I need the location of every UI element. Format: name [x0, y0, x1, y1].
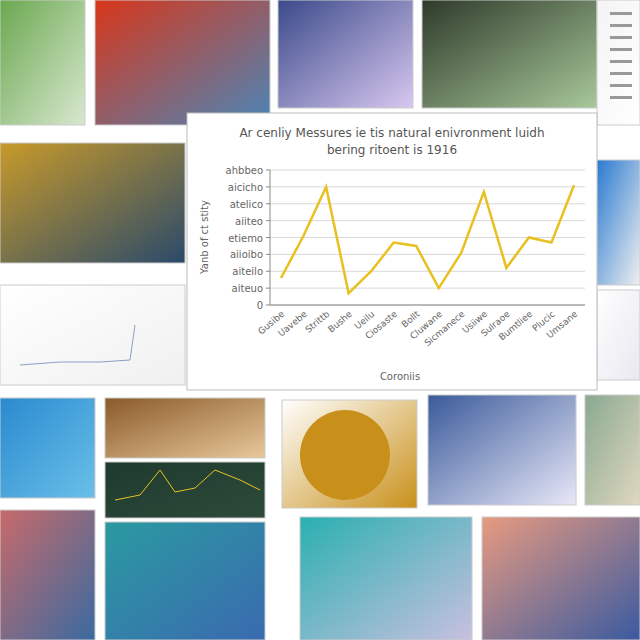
- x-tick-label: Strittb: [303, 309, 331, 335]
- tick-mark: [266, 220, 270, 221]
- mini-chart-line: [115, 470, 260, 500]
- tick-mark: [266, 203, 270, 204]
- chart-panel: [187, 113, 597, 390]
- photo-tile: [428, 395, 576, 505]
- y-tick-label: aicicho: [228, 182, 263, 193]
- tick-mark: [266, 237, 270, 238]
- x-tick-label: Bumtliee: [497, 309, 535, 343]
- photo-tile: [105, 462, 265, 518]
- tick-mark: [266, 254, 270, 255]
- data-line: [281, 185, 574, 293]
- tick-mark: [266, 288, 270, 289]
- photo-tile: [0, 0, 85, 125]
- grid-line: [270, 237, 585, 238]
- photo-tile: [482, 517, 640, 640]
- grid-line: [270, 170, 585, 171]
- chart-subtitle: bering ritoent is 1916: [327, 143, 457, 157]
- x-axis-title: Coroniis: [380, 371, 420, 382]
- y-tick-label: 0: [257, 300, 263, 311]
- y-tick-label: aiiteo: [235, 216, 263, 227]
- text-scribble: [610, 96, 632, 99]
- x-tick-label: Umsane: [545, 309, 580, 341]
- photo-tile: [0, 510, 95, 640]
- plot-area: [281, 185, 574, 293]
- chart-title: Ar cenliy Messures ie tis natural enivro…: [239, 126, 544, 140]
- y-tick-label: ahbbeo: [226, 165, 263, 176]
- photo-tile: [282, 400, 417, 508]
- text-scribble: [610, 72, 632, 75]
- grid-line: [270, 305, 585, 306]
- grid-line: [270, 288, 585, 289]
- photo-tile: [278, 0, 413, 108]
- tick-mark: [266, 186, 270, 187]
- x-axis-line: [270, 305, 585, 306]
- photo-tile: [597, 290, 640, 380]
- y-axis-line: [270, 170, 271, 305]
- y-tick-label: atelico: [230, 199, 263, 210]
- page: Ar cenliy Messures ie tis natural enivro…: [0, 0, 640, 640]
- photo-tile: [585, 395, 640, 505]
- x-tick-label: Ciosaste: [363, 309, 399, 342]
- text-scribble: [610, 84, 632, 87]
- y-tick-label: etiemo: [228, 233, 263, 244]
- text-scribble: [610, 24, 632, 27]
- text-scribble: [610, 60, 632, 63]
- y-axis-title: Yanb of ct stity: [199, 200, 210, 275]
- text-scribble: [610, 12, 632, 15]
- x-tick-label: Uavebe: [276, 309, 309, 339]
- photo-tile: [95, 0, 270, 125]
- tick-mark: [266, 305, 270, 306]
- photo-tile: [422, 0, 597, 108]
- x-tick-label: Bushe: [326, 309, 354, 335]
- y-tick-label: aiioibo: [230, 249, 263, 260]
- grid-line: [270, 220, 585, 221]
- text-scribble: [610, 48, 632, 51]
- canvas: Ar cenliy Messures ie tis natural enivro…: [0, 0, 640, 640]
- photo-tile: [105, 522, 265, 640]
- photo-tile: [0, 143, 185, 263]
- photo-tile: [300, 517, 472, 640]
- photo-shape: [300, 410, 390, 500]
- grid-line: [270, 254, 585, 255]
- y-tick-label: aiteilo: [232, 266, 263, 277]
- grid-line: [270, 271, 585, 272]
- grid-line: [270, 186, 585, 187]
- mini-chart-line: [20, 325, 135, 365]
- photo-tile: [0, 285, 185, 385]
- photo-tile: [0, 398, 95, 498]
- tick-mark: [266, 271, 270, 272]
- y-tick-label: aiteuo: [232, 283, 263, 294]
- photo-tile: [105, 398, 265, 458]
- text-scribble: [610, 36, 632, 39]
- tick-mark: [266, 170, 270, 171]
- photo-tile: [597, 0, 640, 125]
- photo-tile: [597, 160, 640, 285]
